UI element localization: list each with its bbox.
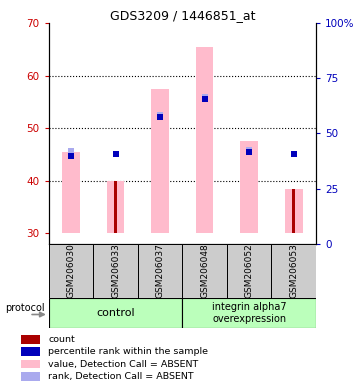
Bar <box>240 141 258 233</box>
Text: rank, Detection Call = ABSENT: rank, Detection Call = ABSENT <box>48 372 194 381</box>
Bar <box>21 372 40 381</box>
Text: GSM206052: GSM206052 <box>245 243 253 298</box>
Bar <box>271 244 316 298</box>
Bar <box>138 244 182 298</box>
Bar <box>49 298 182 328</box>
Bar <box>285 189 303 233</box>
Text: GSM206048: GSM206048 <box>200 243 209 298</box>
Bar <box>49 244 93 298</box>
Text: control: control <box>96 308 135 318</box>
Text: protocol: protocol <box>5 303 44 313</box>
Text: GSM206033: GSM206033 <box>111 243 120 298</box>
Bar <box>21 335 40 344</box>
Text: percentile rank within the sample: percentile rank within the sample <box>48 347 208 356</box>
Text: integrin alpha7
overexpression: integrin alpha7 overexpression <box>212 302 286 324</box>
Bar <box>182 298 316 328</box>
Bar <box>21 360 40 368</box>
Text: GSM206053: GSM206053 <box>289 243 298 298</box>
Bar <box>93 244 138 298</box>
Bar <box>292 189 295 233</box>
Text: count: count <box>48 335 75 344</box>
Bar <box>62 152 80 233</box>
Text: value, Detection Call = ABSENT: value, Detection Call = ABSENT <box>48 359 199 369</box>
Bar <box>21 348 40 356</box>
Bar <box>182 244 227 298</box>
Bar <box>151 89 169 233</box>
Bar <box>227 244 271 298</box>
Bar <box>114 181 117 233</box>
Text: GSM206030: GSM206030 <box>66 243 75 298</box>
Text: GSM206037: GSM206037 <box>156 243 165 298</box>
Bar <box>196 47 213 233</box>
Bar <box>106 181 125 233</box>
Title: GDS3209 / 1446851_at: GDS3209 / 1446851_at <box>109 9 255 22</box>
